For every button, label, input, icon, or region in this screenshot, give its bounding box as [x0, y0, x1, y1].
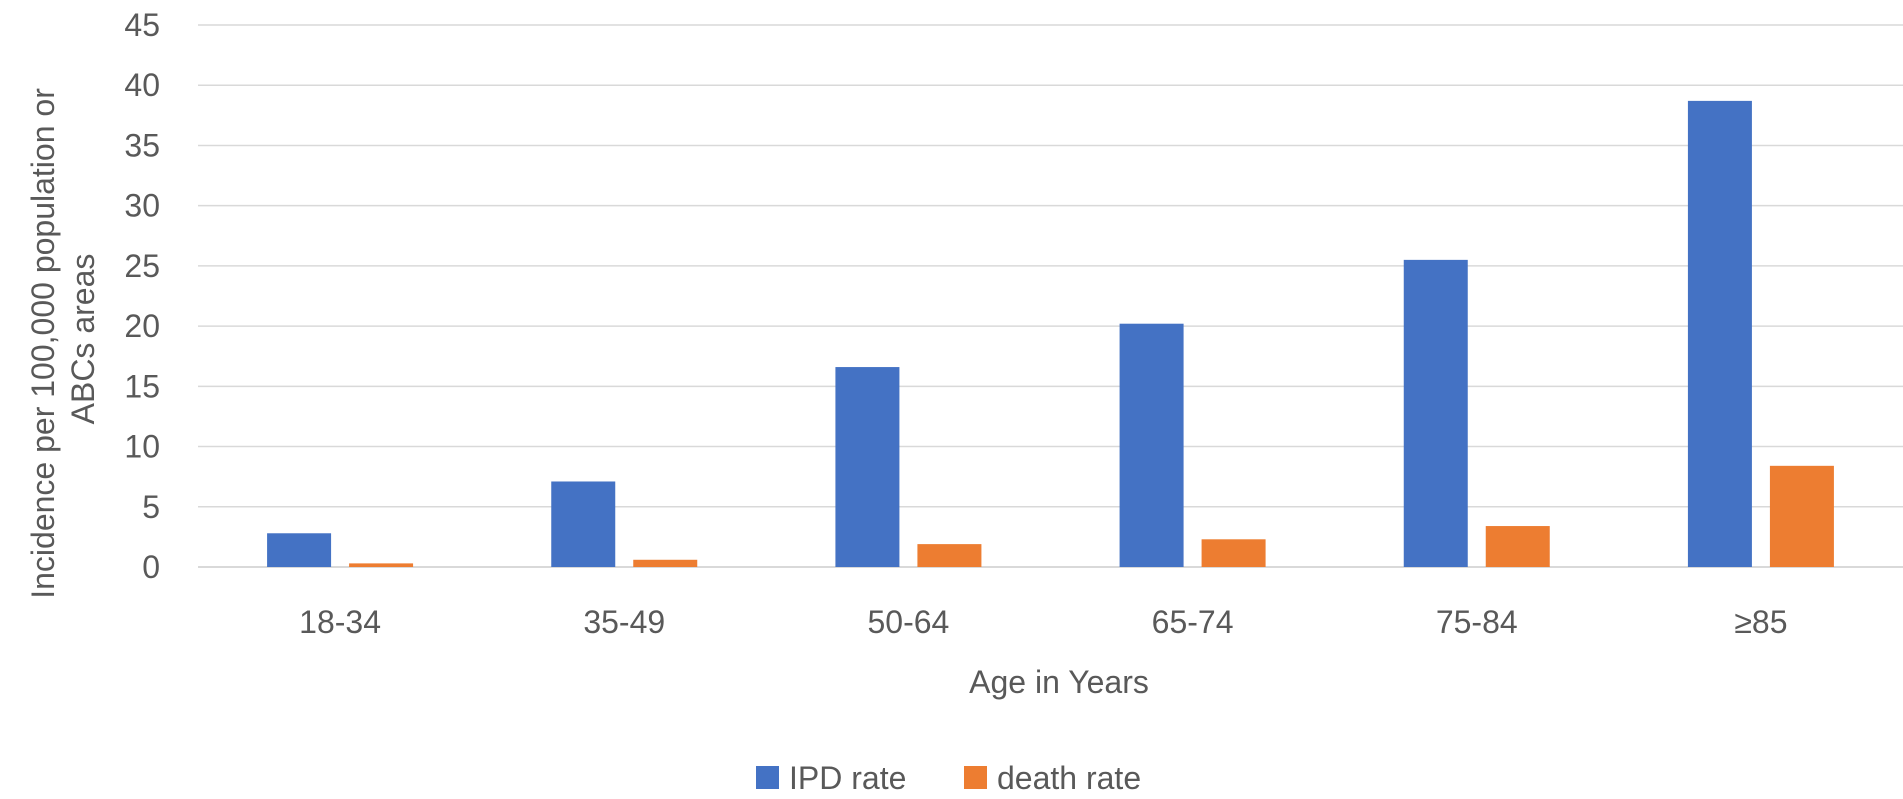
- x-tick-label-75-84: 75-84: [1436, 604, 1518, 640]
- legend-label-death-rate: death rate: [997, 760, 1141, 794]
- bar-ipd-rate-65-74: [1119, 323, 1184, 567]
- bar-ipd-rate-50-64: [835, 367, 900, 567]
- y-tick-label-0: 0: [142, 549, 160, 585]
- bar-death-rate-50-64: [917, 544, 982, 567]
- y-axis-title: Incidence per 100,000 population or ABCs…: [25, 79, 101, 599]
- x-axis-title: Age in Years: [969, 664, 1149, 700]
- legend-swatch-ipd-rate: [756, 766, 779, 789]
- gridlines: [198, 24, 1903, 568]
- y-tick-label-15: 15: [124, 368, 160, 404]
- y-axis-title-line-1: Incidence per 100,000 population or: [25, 88, 61, 599]
- legend-label-ipd-rate: IPD rate: [789, 760, 906, 794]
- bar-death-rate-65-74: [1201, 539, 1266, 567]
- y-tick-label-45: 45: [124, 7, 160, 43]
- x-tick-label-65-74: 65-74: [1152, 604, 1234, 640]
- y-tick-label-10: 10: [124, 429, 160, 465]
- x-tick-label-18-34: 18-34: [299, 604, 381, 640]
- y-tick-label-35: 35: [124, 127, 160, 163]
- x-tick-label-35-49: 35-49: [583, 604, 665, 640]
- y-axis-tick-labels: 0 5 10 15 20 25 30 35 40 45: [124, 7, 160, 585]
- bar-death-rate-18-34: [349, 563, 414, 567]
- bar-ipd-rate-75-84: [1403, 259, 1468, 567]
- bar-death-rate-35-49: [633, 559, 698, 567]
- bar-death-rate-85: [1769, 465, 1834, 567]
- y-tick-label-20: 20: [124, 308, 160, 344]
- bar-death-rate-75-84: [1485, 526, 1550, 567]
- y-tick-label-30: 30: [124, 188, 160, 224]
- y-tick-label-5: 5: [142, 489, 160, 525]
- y-tick-label-25: 25: [124, 248, 160, 284]
- x-tick-label-50-64: 50-64: [867, 604, 949, 640]
- x-axis-tick-labels: 18-34 35-49 50-64 65-74 75-84 ≥85: [299, 604, 1787, 640]
- legend-swatch-death-rate: [964, 766, 987, 789]
- bars: [267, 100, 1834, 567]
- x-tick-label-85: ≥85: [1734, 604, 1787, 640]
- bar-ipd-rate-18-34: [267, 533, 332, 567]
- bar-ipd-rate-35-49: [551, 481, 616, 567]
- y-axis-title-line-2: ABCs areas: [65, 254, 101, 425]
- bar-ipd-rate-85: [1687, 100, 1752, 567]
- y-tick-label-40: 40: [124, 67, 160, 103]
- legend: IPD rate death rate: [756, 760, 1141, 796]
